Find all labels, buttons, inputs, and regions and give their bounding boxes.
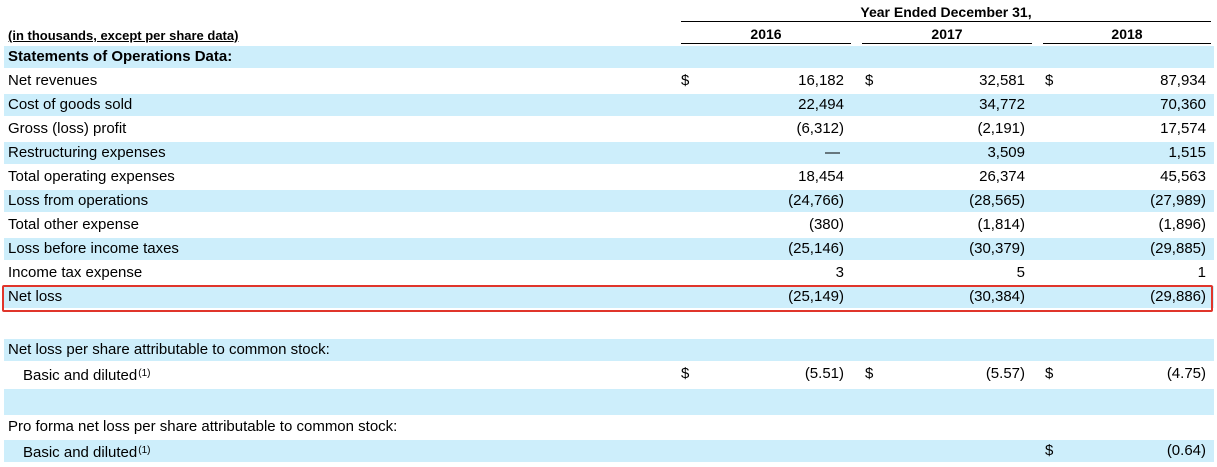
value-2018: 70,360 (1160, 96, 1206, 113)
row-label: Restructuring expenses (8, 144, 166, 161)
table-row: Pro forma net loss per share attributabl… (4, 416, 1214, 438)
value-2016: (5.51) (804, 365, 844, 382)
table-row: Cost of goods sold 22,494 34,772 70,360 (4, 94, 1214, 116)
footnote-marker: (1) (138, 445, 151, 456)
year-header-2016: 2016 (681, 26, 851, 44)
table-row: Loss before income taxes (25,146) (30,37… (4, 238, 1214, 260)
value-2017: (30,379) (969, 240, 1025, 257)
value-2018: 1,515 (1168, 144, 1206, 161)
value-2018: (27,989) (1150, 192, 1206, 209)
value-2016: (6,312) (796, 120, 844, 137)
value-2018: (1,896) (1158, 216, 1206, 233)
year-header-2017: 2017 (862, 26, 1032, 44)
value-2018: 1 (1197, 264, 1206, 281)
table-row: Net loss per share attributable to commo… (4, 339, 1214, 361)
row-label: Total operating expenses (8, 168, 175, 185)
table-row: Gross (loss) profit (6,312) (2,191) 17,5… (4, 118, 1214, 140)
value-2018: 17,574 (1160, 120, 1206, 137)
value-2017: (5.57) (985, 365, 1025, 382)
value-2017: 26,374 (979, 168, 1025, 185)
table-row: Net revenues $ 16,182 $ 32,581 $ 87,934 (4, 70, 1214, 92)
table-row: Loss from operations (24,766) (28,565) (… (4, 190, 1214, 212)
row-label: Cost of goods sold (8, 96, 133, 113)
value-2017: 5 (1016, 264, 1025, 281)
row-label: Net loss (8, 288, 63, 305)
value-2017: (30,384) (969, 288, 1025, 305)
currency-symbol: $ (1045, 365, 1054, 382)
row-label: Total other expense (8, 216, 139, 233)
value-2018: (0.64) (1166, 442, 1206, 459)
value-2017: (2,191) (977, 120, 1025, 137)
value-2018: 87,934 (1160, 72, 1206, 89)
row-label: Basic and diluted(1) (23, 444, 151, 461)
footnote-marker: (1) (138, 368, 151, 379)
currency-symbol: $ (865, 365, 874, 382)
currency-symbol: $ (681, 365, 690, 382)
row-label: Basic and diluted(1) (23, 367, 151, 384)
currency-symbol: $ (681, 72, 690, 89)
section-heading: Statements of Operations Data: (8, 48, 233, 65)
table-row: Basic and diluted(1) $ (5.51) $ (5.57) $… (4, 363, 1214, 385)
value-2017: 34,772 (979, 96, 1025, 113)
value-2016: 22,494 (798, 96, 844, 113)
value-2017: 3,509 (987, 144, 1025, 161)
value-2016: (380) (808, 216, 844, 233)
section-heading-row: Statements of Operations Data: (4, 46, 1214, 68)
value-2018: (29,886) (1150, 288, 1206, 305)
row-label: Loss from operations (8, 192, 149, 209)
table-row-net-loss: Net loss (25,149) (30,384) (29,886) (4, 286, 1214, 308)
row-label: Net revenues (8, 72, 98, 89)
value-2017: (28,565) (969, 192, 1025, 209)
row-label: Loss before income taxes (8, 240, 179, 257)
spacer-row (4, 389, 1214, 415)
value-2016: (25,146) (788, 240, 844, 257)
unit-label: (in thousands, except per share data) (8, 28, 239, 43)
currency-symbol: $ (1045, 442, 1054, 459)
value-2016: (24,766) (788, 192, 844, 209)
period-header: Year Ended December 31, (681, 4, 1211, 22)
value-2017: 32,581 (979, 72, 1025, 89)
value-2016: 16,182 (798, 72, 844, 89)
value-2016: — (825, 144, 840, 161)
currency-symbol: $ (1045, 72, 1054, 89)
row-label: Income tax expense (8, 264, 143, 281)
value-2016: (25,149) (788, 288, 844, 305)
value-2018: 45,563 (1160, 168, 1206, 185)
value-2016: 3 (835, 264, 844, 281)
value-2018: (29,885) (1150, 240, 1206, 257)
currency-symbol: $ (865, 72, 874, 89)
row-label: Gross (loss) profit (8, 120, 127, 137)
row-label: Pro forma net loss per share attributabl… (8, 418, 398, 435)
value-2018: (4.75) (1166, 365, 1206, 382)
year-header-2018: 2018 (1043, 26, 1211, 44)
table-row: Income tax expense 3 5 1 (4, 262, 1214, 284)
table-row: Total other expense (380) (1,814) (1,896… (4, 214, 1214, 236)
value-2016: 18,454 (798, 168, 844, 185)
row-label: Net loss per share attributable to commo… (8, 341, 330, 358)
table-row: Basic and diluted(1) $ (0.64) (4, 440, 1214, 462)
table-row: Restructuring expenses — 3,509 1,515 (4, 142, 1214, 164)
value-2017: (1,814) (977, 216, 1025, 233)
table-row: Total operating expenses 18,454 26,374 4… (4, 166, 1214, 188)
